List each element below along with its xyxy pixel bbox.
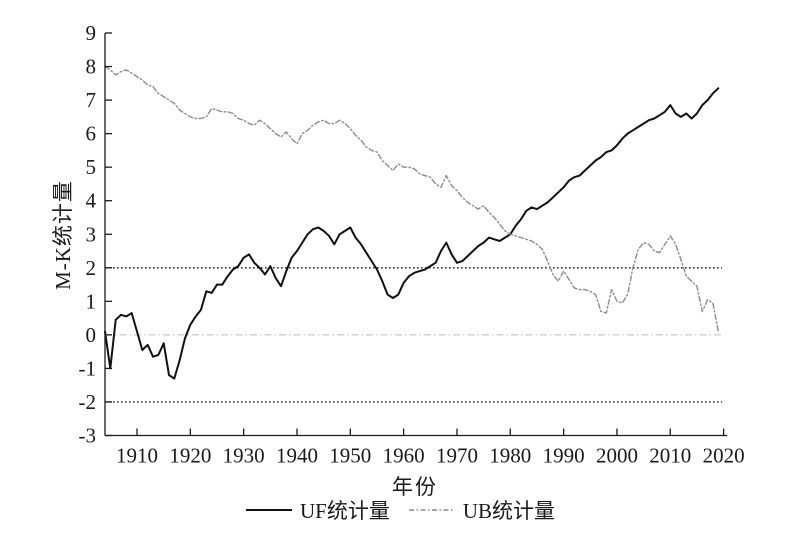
y-tick-label: 5 bbox=[86, 155, 97, 179]
y-tick-label: 4 bbox=[86, 189, 97, 213]
ub-line-sample-icon bbox=[408, 509, 455, 511]
y-tick-label: 3 bbox=[86, 222, 97, 246]
x-tick-label: 1910 bbox=[116, 444, 158, 468]
legend-item-uf: UF统计量 bbox=[245, 495, 390, 525]
x-tick-label: 1950 bbox=[329, 444, 371, 468]
x-tick-label: 1930 bbox=[223, 444, 265, 468]
uf-line-sample-icon bbox=[245, 509, 292, 511]
x-tick-label: 1960 bbox=[383, 444, 425, 468]
y-tick-label: 9 bbox=[86, 21, 97, 45]
legend: UF统计量 UB统计量 bbox=[0, 495, 800, 525]
y-axis-title: M-K统计量 bbox=[51, 180, 75, 290]
x-tick-label: 2020 bbox=[703, 444, 745, 468]
x-tick-label: 2000 bbox=[596, 444, 638, 468]
legend-item-ub: UB统计量 bbox=[408, 495, 555, 525]
y-tick-label: -2 bbox=[79, 390, 97, 414]
y-tick-label: 2 bbox=[86, 256, 97, 280]
x-tick-label: 1980 bbox=[489, 444, 531, 468]
legend-label-uf: UF统计量 bbox=[299, 499, 390, 523]
x-tick-label: 2010 bbox=[649, 444, 691, 468]
y-tick-label: 7 bbox=[86, 88, 97, 112]
x-tick-label: 1970 bbox=[436, 444, 478, 468]
y-tick-label: 1 bbox=[86, 289, 97, 313]
uf-series-line bbox=[104, 87, 720, 380]
ub-series-line bbox=[104, 65, 719, 333]
y-tick-label: 6 bbox=[86, 122, 97, 146]
x-tick-label: 1940 bbox=[276, 444, 318, 468]
x-axis-title: 年份 bbox=[392, 475, 438, 499]
legend-label-ub: UB统计量 bbox=[462, 499, 556, 523]
y-tick-label: 0 bbox=[86, 323, 97, 347]
x-tick-label: 1990 bbox=[543, 444, 585, 468]
y-tick-label: 8 bbox=[86, 55, 97, 79]
y-tick-label: -1 bbox=[79, 356, 97, 380]
x-tick-label: 1920 bbox=[169, 444, 211, 468]
y-tick-label: -3 bbox=[79, 424, 97, 448]
